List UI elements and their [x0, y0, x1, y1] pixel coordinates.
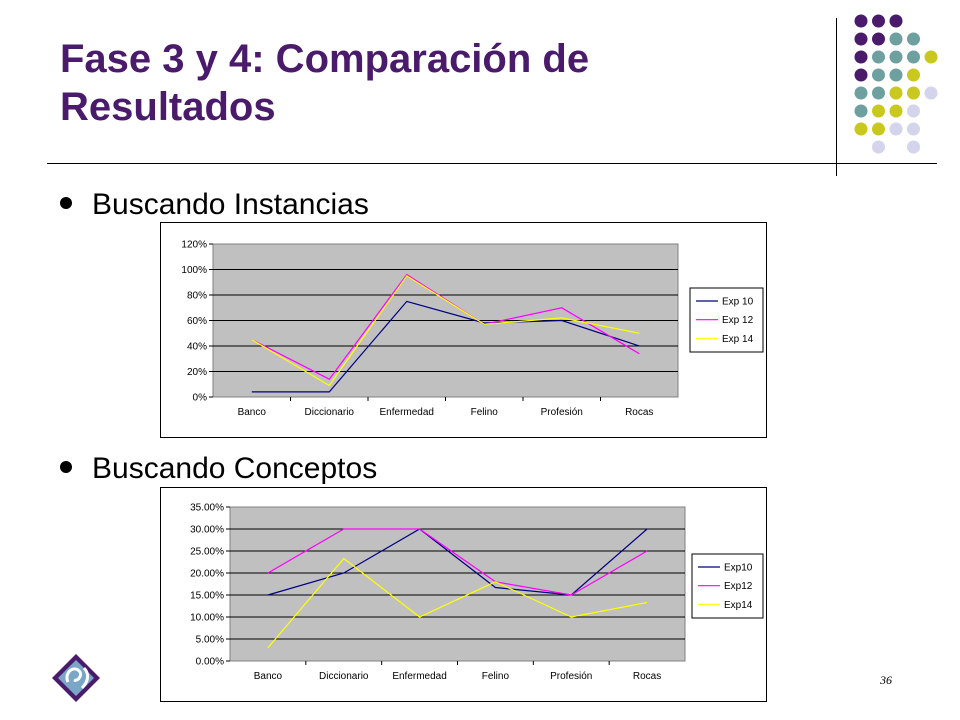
- decorative-dot: [889, 32, 903, 46]
- y-tick-label: 100%: [181, 265, 207, 276]
- bullet-label: Buscando Conceptos: [92, 452, 378, 485]
- y-tick-label: 60%: [187, 316, 207, 327]
- bullet-label: Buscando Instancias: [92, 188, 369, 221]
- legend-label: Exp 12: [722, 315, 754, 326]
- decorative-dot: [872, 14, 885, 28]
- university-logo-icon: [52, 654, 100, 702]
- x-tick-label: Enfermedad: [380, 407, 434, 418]
- x-tick-label: Profesión: [541, 407, 583, 418]
- decorative-dot: [854, 14, 868, 28]
- x-tick-label: Felino: [471, 407, 499, 418]
- x-tick-label: Enfermedad: [392, 671, 446, 682]
- bullet-instancias: Buscando Instancias: [60, 188, 369, 222]
- decorative-dot: [872, 68, 885, 82]
- decorative-dot-grid: [854, 14, 938, 154]
- title-divider: [47, 163, 937, 164]
- decorative-dot: [872, 50, 885, 64]
- corner-divider: [836, 18, 837, 176]
- legend-label: Exp14: [724, 600, 753, 611]
- decorative-dot: [854, 122, 868, 136]
- decorative-dot: [889, 104, 903, 118]
- y-tick-label: 5.00%: [196, 635, 224, 646]
- y-tick-label: 80%: [187, 291, 207, 302]
- y-tick-label: 0.00%: [196, 657, 224, 668]
- slide-title: Fase 3 y 4: Comparación de Resultados: [60, 37, 590, 129]
- chart-conceptos: 0.00% 5.00% 10.00% 15.00% 20.00% 25.00% 30.00%…: [160, 487, 767, 702]
- y-tick-label: 35.00%: [190, 503, 224, 514]
- decorative-dot: [907, 140, 920, 154]
- x-tick-label: Diccionario: [319, 671, 369, 682]
- x-tick-label: Banco: [238, 407, 267, 418]
- series-line-exp12: [267, 528, 648, 596]
- decorative-dot: [889, 86, 903, 100]
- x-tick-label: Banco: [254, 671, 283, 682]
- decorative-dot: [907, 68, 920, 82]
- decorative-dot: [907, 104, 920, 118]
- x-tick-label: Diccionario: [305, 407, 355, 418]
- y-tick-label: 40%: [187, 342, 207, 353]
- series-line-exp10: [267, 528, 648, 596]
- y-tick-label: 25.00%: [190, 547, 224, 558]
- decorative-dot: [872, 32, 885, 46]
- series-line-exp-10: [251, 300, 640, 393]
- legend-label: Exp12: [724, 581, 753, 592]
- chart-svg: 0% 20% 40% 60% 80% 100% 120% Banco Diccionario En…: [160, 222, 767, 438]
- bullet-dot-icon: [60, 197, 72, 210]
- x-tick-label: Felino: [482, 671, 510, 682]
- y-tick-label: 20%: [187, 367, 207, 378]
- chart-svg: 0.00% 5.00% 10.00% 15.00% 20.00% 25.00% 30.00%…: [160, 487, 767, 702]
- decorative-dot: [924, 86, 938, 100]
- x-tick-label: Rocas: [625, 407, 653, 418]
- decorative-dot: [872, 104, 885, 118]
- decorative-dot: [889, 68, 903, 82]
- x-tick-label: Profesión: [550, 671, 592, 682]
- y-tick-label: 15.00%: [190, 591, 224, 602]
- decorative-dot: [854, 68, 868, 82]
- decorative-dot: [889, 14, 903, 28]
- legend-label: Exp10: [724, 563, 753, 574]
- bullet-dot-icon: [60, 461, 72, 474]
- decorative-dot: [854, 86, 868, 100]
- chart-instancias: 0% 20% 40% 60% 80% 100% 120% Banco Diccionario En…: [160, 222, 767, 438]
- y-tick-label: 120%: [181, 240, 207, 251]
- decorative-dot: [907, 122, 920, 136]
- bullet-conceptos: Buscando Conceptos: [60, 452, 377, 486]
- y-tick-label: 20.00%: [190, 569, 224, 580]
- page-number: 36: [880, 673, 892, 687]
- series-line-exp14: [267, 557, 648, 649]
- decorative-dot: [889, 122, 903, 136]
- y-tick-label: 10.00%: [190, 613, 224, 624]
- decorative-dot: [924, 50, 938, 64]
- series-line-exp-14: [251, 275, 640, 387]
- legend-label: Exp 14: [722, 334, 754, 345]
- decorative-dot: [889, 50, 903, 64]
- decorative-dot: [854, 104, 868, 118]
- plot-area: [229, 506, 686, 662]
- x-tick-label: Rocas: [633, 671, 661, 682]
- decorative-dot: [907, 86, 920, 100]
- y-tick-label: 30.00%: [190, 525, 224, 536]
- decorative-dot: [907, 32, 920, 46]
- y-tick-label: 0%: [193, 393, 208, 404]
- decorative-dot: [872, 122, 885, 136]
- decorative-dot: [872, 86, 885, 100]
- decorative-dot: [854, 50, 868, 64]
- decorative-dot: [872, 140, 885, 154]
- decorative-dot: [854, 32, 868, 46]
- legend-label: Exp 10: [722, 297, 754, 308]
- decorative-dot: [907, 50, 920, 64]
